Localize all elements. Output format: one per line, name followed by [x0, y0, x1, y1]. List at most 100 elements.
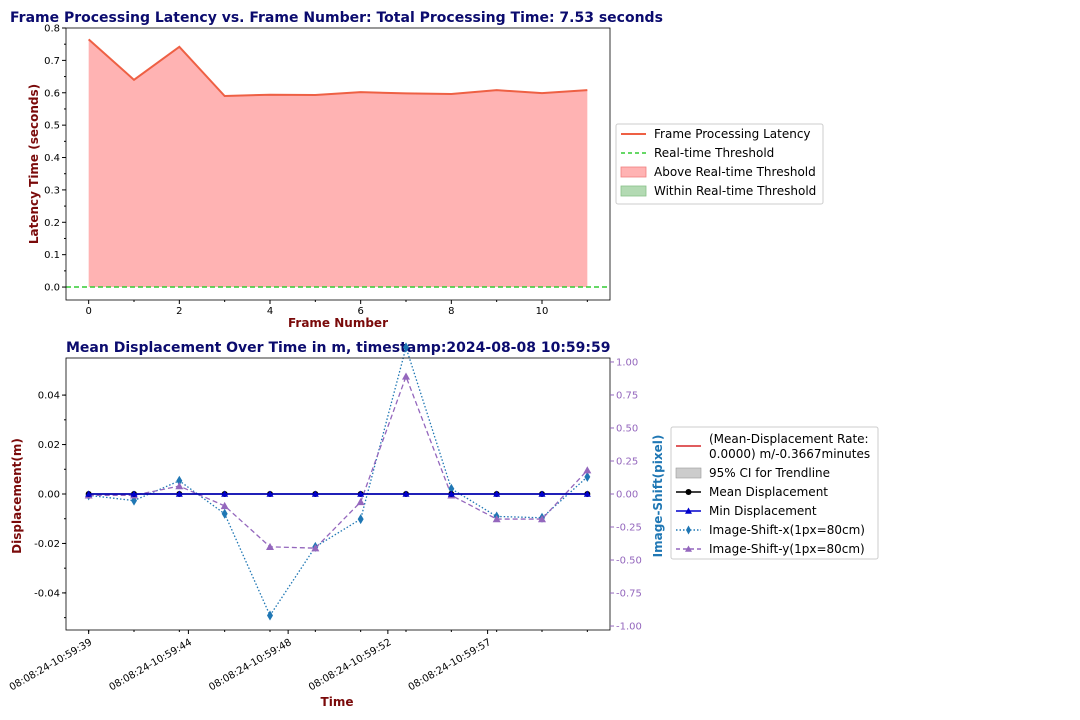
y2-tick-label: 0.25 — [616, 456, 638, 467]
legend-label: Min Displacement — [709, 504, 817, 518]
legend-marker — [685, 507, 692, 514]
y-tick-label: 0.7 — [44, 56, 60, 67]
x-tick-label: 2 — [176, 306, 182, 317]
latency-plot-area: 0 2 4 6 8 10 0.0 0.1 0.2 0.3 0.4 0.5 0.6 0.7 0.8 — [44, 24, 611, 317]
displacement-chart: Mean Displacement Over Time in m, timest… — [8, 340, 879, 709]
latency-plot-frame — [65, 27, 611, 301]
latency-series-line — [88, 38, 588, 98]
legend-swatch-patch — [620, 166, 647, 178]
latency-x-axis-label: Frame Number — [288, 316, 388, 330]
displacement-chart-title: Mean Displacement Over Time in m, timest… — [66, 340, 611, 356]
y-tick-label: -0.02 — [34, 539, 60, 550]
x-tick-label: 10 — [536, 306, 549, 317]
series-point — [447, 490, 455, 497]
x-tick-label: 08:08:24-10:59:48 — [207, 637, 293, 693]
legend-marker — [686, 525, 691, 535]
series-point — [266, 542, 274, 551]
latency-y-axis-label: Latency Time (seconds) — [27, 84, 41, 244]
series-point — [583, 466, 592, 474]
series-point — [584, 471, 591, 482]
y-tick-label: 0.3 — [44, 185, 60, 196]
legend-label: Above Real-time Threshold — [654, 165, 816, 179]
legend-label: Real-time Threshold — [654, 146, 774, 160]
series-point — [583, 490, 591, 497]
image-shift-y2-axis-label: Image-Shift(pixel) — [651, 435, 665, 558]
legend-label: Image-Shift-y(1px=80cm) — [709, 542, 865, 556]
x-tick-label: 4 — [267, 306, 273, 317]
x-tick-label: 08:08:24-10:59:39 — [8, 637, 94, 693]
series-point — [403, 342, 409, 353]
y-tick-label: 0.6 — [44, 88, 60, 99]
latency-chart-title: Frame Processing Latency vs. Frame Numbe… — [10, 10, 663, 26]
y-tick-label: 0.8 — [44, 24, 60, 35]
series-point — [267, 610, 273, 621]
x-tick-label: 08:08:24-10:59:44 — [107, 637, 193, 693]
series-point — [220, 501, 229, 510]
y-tick-label: 0.4 — [44, 153, 60, 164]
series-point — [176, 475, 183, 486]
legend-marker — [685, 545, 692, 552]
series-point — [356, 497, 365, 506]
legend-label-line2: 0.0000) m/-0.3667minutes — [709, 447, 870, 461]
x-tick-label: 6 — [357, 306, 363, 317]
series-point — [538, 490, 546, 497]
latency-legend: Frame Processing Latency Real-time Thresh… — [615, 123, 824, 205]
y2-tick-label: -1.00 — [616, 622, 642, 633]
y2-tick-label: 0.75 — [616, 390, 638, 401]
legend-label: Mean Displacement — [709, 485, 828, 499]
series-point — [357, 490, 365, 497]
legend-label: Image-Shift-x(1px=80cm) — [709, 523, 865, 537]
displacement-legend-box — [670, 426, 879, 560]
series-point — [221, 508, 228, 519]
y2-tick-label: -0.25 — [616, 523, 642, 534]
y-tick-label: 0.00 — [38, 490, 60, 501]
y2-tick-label: -0.50 — [616, 556, 642, 567]
legend-label: 95% CI for Trendline — [709, 466, 830, 480]
series-point — [492, 515, 501, 523]
x-tick-label: 08:08:24-10:59:57 — [407, 637, 493, 693]
y-tick-label: -0.04 — [34, 588, 60, 599]
series-point — [85, 490, 93, 497]
series-point — [130, 490, 138, 497]
y2-tick-label: 0.00 — [616, 490, 638, 501]
displacement-legend: (Mean-Displacement Rate: 0.0000) m/-0.36… — [670, 426, 879, 560]
series-point — [311, 544, 320, 552]
series-point — [493, 490, 501, 497]
legend-label: Frame Processing Latency — [654, 127, 811, 141]
latency-chart: Frame Processing Latency vs. Frame Numbe… — [10, 10, 824, 330]
y-tick-label: 0.1 — [44, 250, 60, 261]
y2-tick-label: -0.75 — [616, 589, 642, 600]
displacement-x-axis-label: Time — [321, 695, 354, 709]
latency-legend-box — [615, 123, 824, 205]
series-point — [221, 490, 229, 497]
series-point — [266, 490, 274, 497]
above-threshold-area — [88, 39, 588, 288]
x-tick-label: 0 — [85, 306, 91, 317]
series-point — [175, 490, 183, 497]
displacement-y-axis-label: Displacement(m) — [10, 438, 24, 554]
legend-swatch-patch — [675, 467, 702, 479]
series-point — [538, 515, 546, 523]
y-tick-label: 0.2 — [44, 218, 60, 229]
series-point — [311, 490, 319, 497]
legend-swatch-patch — [620, 185, 647, 197]
series-point — [402, 372, 410, 380]
legend-label: Within Real-time Threshold — [654, 184, 816, 198]
legend-marker — [685, 489, 692, 495]
x-tick-label: 08:08:24-10:59:52 — [307, 637, 393, 693]
legend-label: (Mean-Displacement Rate: — [709, 432, 869, 446]
series-point — [357, 514, 364, 525]
y2-tick-label: 0.50 — [616, 423, 638, 434]
y-tick-label: 0.0 — [44, 283, 60, 294]
y-tick-label: 0.04 — [38, 391, 60, 402]
y2-tick-label: 1.00 — [616, 357, 638, 368]
series-line — [88, 374, 588, 549]
x-tick-label: 8 — [448, 306, 454, 317]
series-point — [175, 482, 184, 490]
y-tick-label: 0.5 — [44, 121, 60, 132]
displacement-plot-area: -0.04 -0.02 0.00 0.02 0.04 -1.00 -0.75 -0.50 -0.… — [8, 342, 642, 693]
series-line — [88, 345, 588, 617]
y-tick-label: 0.02 — [38, 440, 60, 451]
series-point — [402, 490, 410, 497]
